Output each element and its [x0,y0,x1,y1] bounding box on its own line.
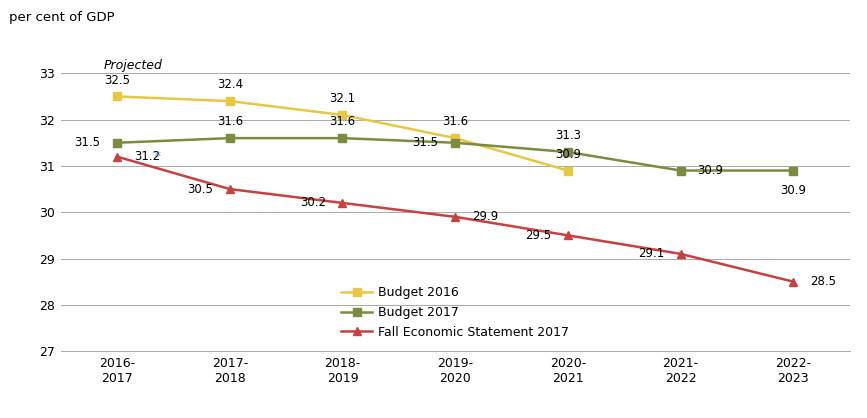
Text: 32.4: 32.4 [217,78,243,92]
Text: 31.3: 31.3 [555,129,581,142]
Text: Projected: Projected [104,59,163,72]
Text: 28.5: 28.5 [810,275,836,288]
Text: 31.5: 31.5 [413,136,439,149]
Legend: Budget 2016, Budget 2017, Fall Economic Statement 2017: Budget 2016, Budget 2017, Fall Economic … [341,286,570,339]
Text: 31.6: 31.6 [442,115,468,128]
Text: per cent of GDP: per cent of GDP [10,11,115,24]
Text: *: * [154,150,160,163]
Text: 30.9: 30.9 [780,184,806,197]
Text: 30.9: 30.9 [697,164,723,177]
Text: 31.2: 31.2 [134,150,160,163]
Text: 31.5: 31.5 [75,136,101,149]
Text: 32.1: 32.1 [329,92,355,105]
Text: 29.5: 29.5 [525,229,551,242]
Text: 31.6: 31.6 [329,115,355,128]
Text: 29.1: 29.1 [637,247,664,260]
Text: 31.6: 31.6 [217,115,243,128]
Text: 30.5: 30.5 [187,183,213,196]
Text: 30.2: 30.2 [300,196,326,209]
Text: 30.9: 30.9 [555,148,581,161]
Text: 32.5: 32.5 [104,74,130,87]
Text: 29.9: 29.9 [472,210,499,223]
